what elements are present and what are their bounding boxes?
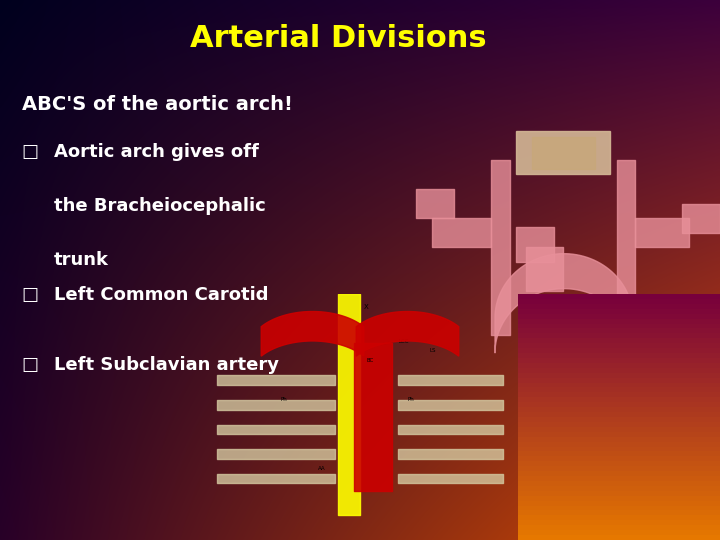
Text: trunk: trunk [54, 251, 109, 269]
Polygon shape [261, 312, 364, 356]
Text: □: □ [22, 143, 39, 161]
Text: Ph: Ph [408, 397, 414, 402]
Text: LS: LS [430, 348, 436, 353]
Text: Arterial Divisions: Arterial Divisions [190, 24, 487, 53]
Text: □: □ [22, 356, 39, 374]
Text: the Bracheiocephalic: the Bracheiocephalic [54, 197, 266, 215]
Text: □: □ [22, 286, 39, 304]
Text: Left Subclavian artery: Left Subclavian artery [54, 356, 279, 374]
Polygon shape [356, 312, 459, 356]
Text: LCC: LCC [398, 339, 408, 343]
Text: Ph: Ph [281, 397, 287, 402]
Text: AA: AA [318, 466, 325, 471]
Text: Left Common Carotid: Left Common Carotid [54, 286, 269, 304]
Polygon shape [516, 131, 611, 174]
Polygon shape [532, 137, 595, 168]
Text: BC: BC [366, 358, 374, 363]
Text: ABC'S of the aortic arch!: ABC'S of the aortic arch! [22, 94, 292, 113]
Text: X: X [364, 304, 369, 310]
Text: Aortic arch gives off: Aortic arch gives off [54, 143, 259, 161]
